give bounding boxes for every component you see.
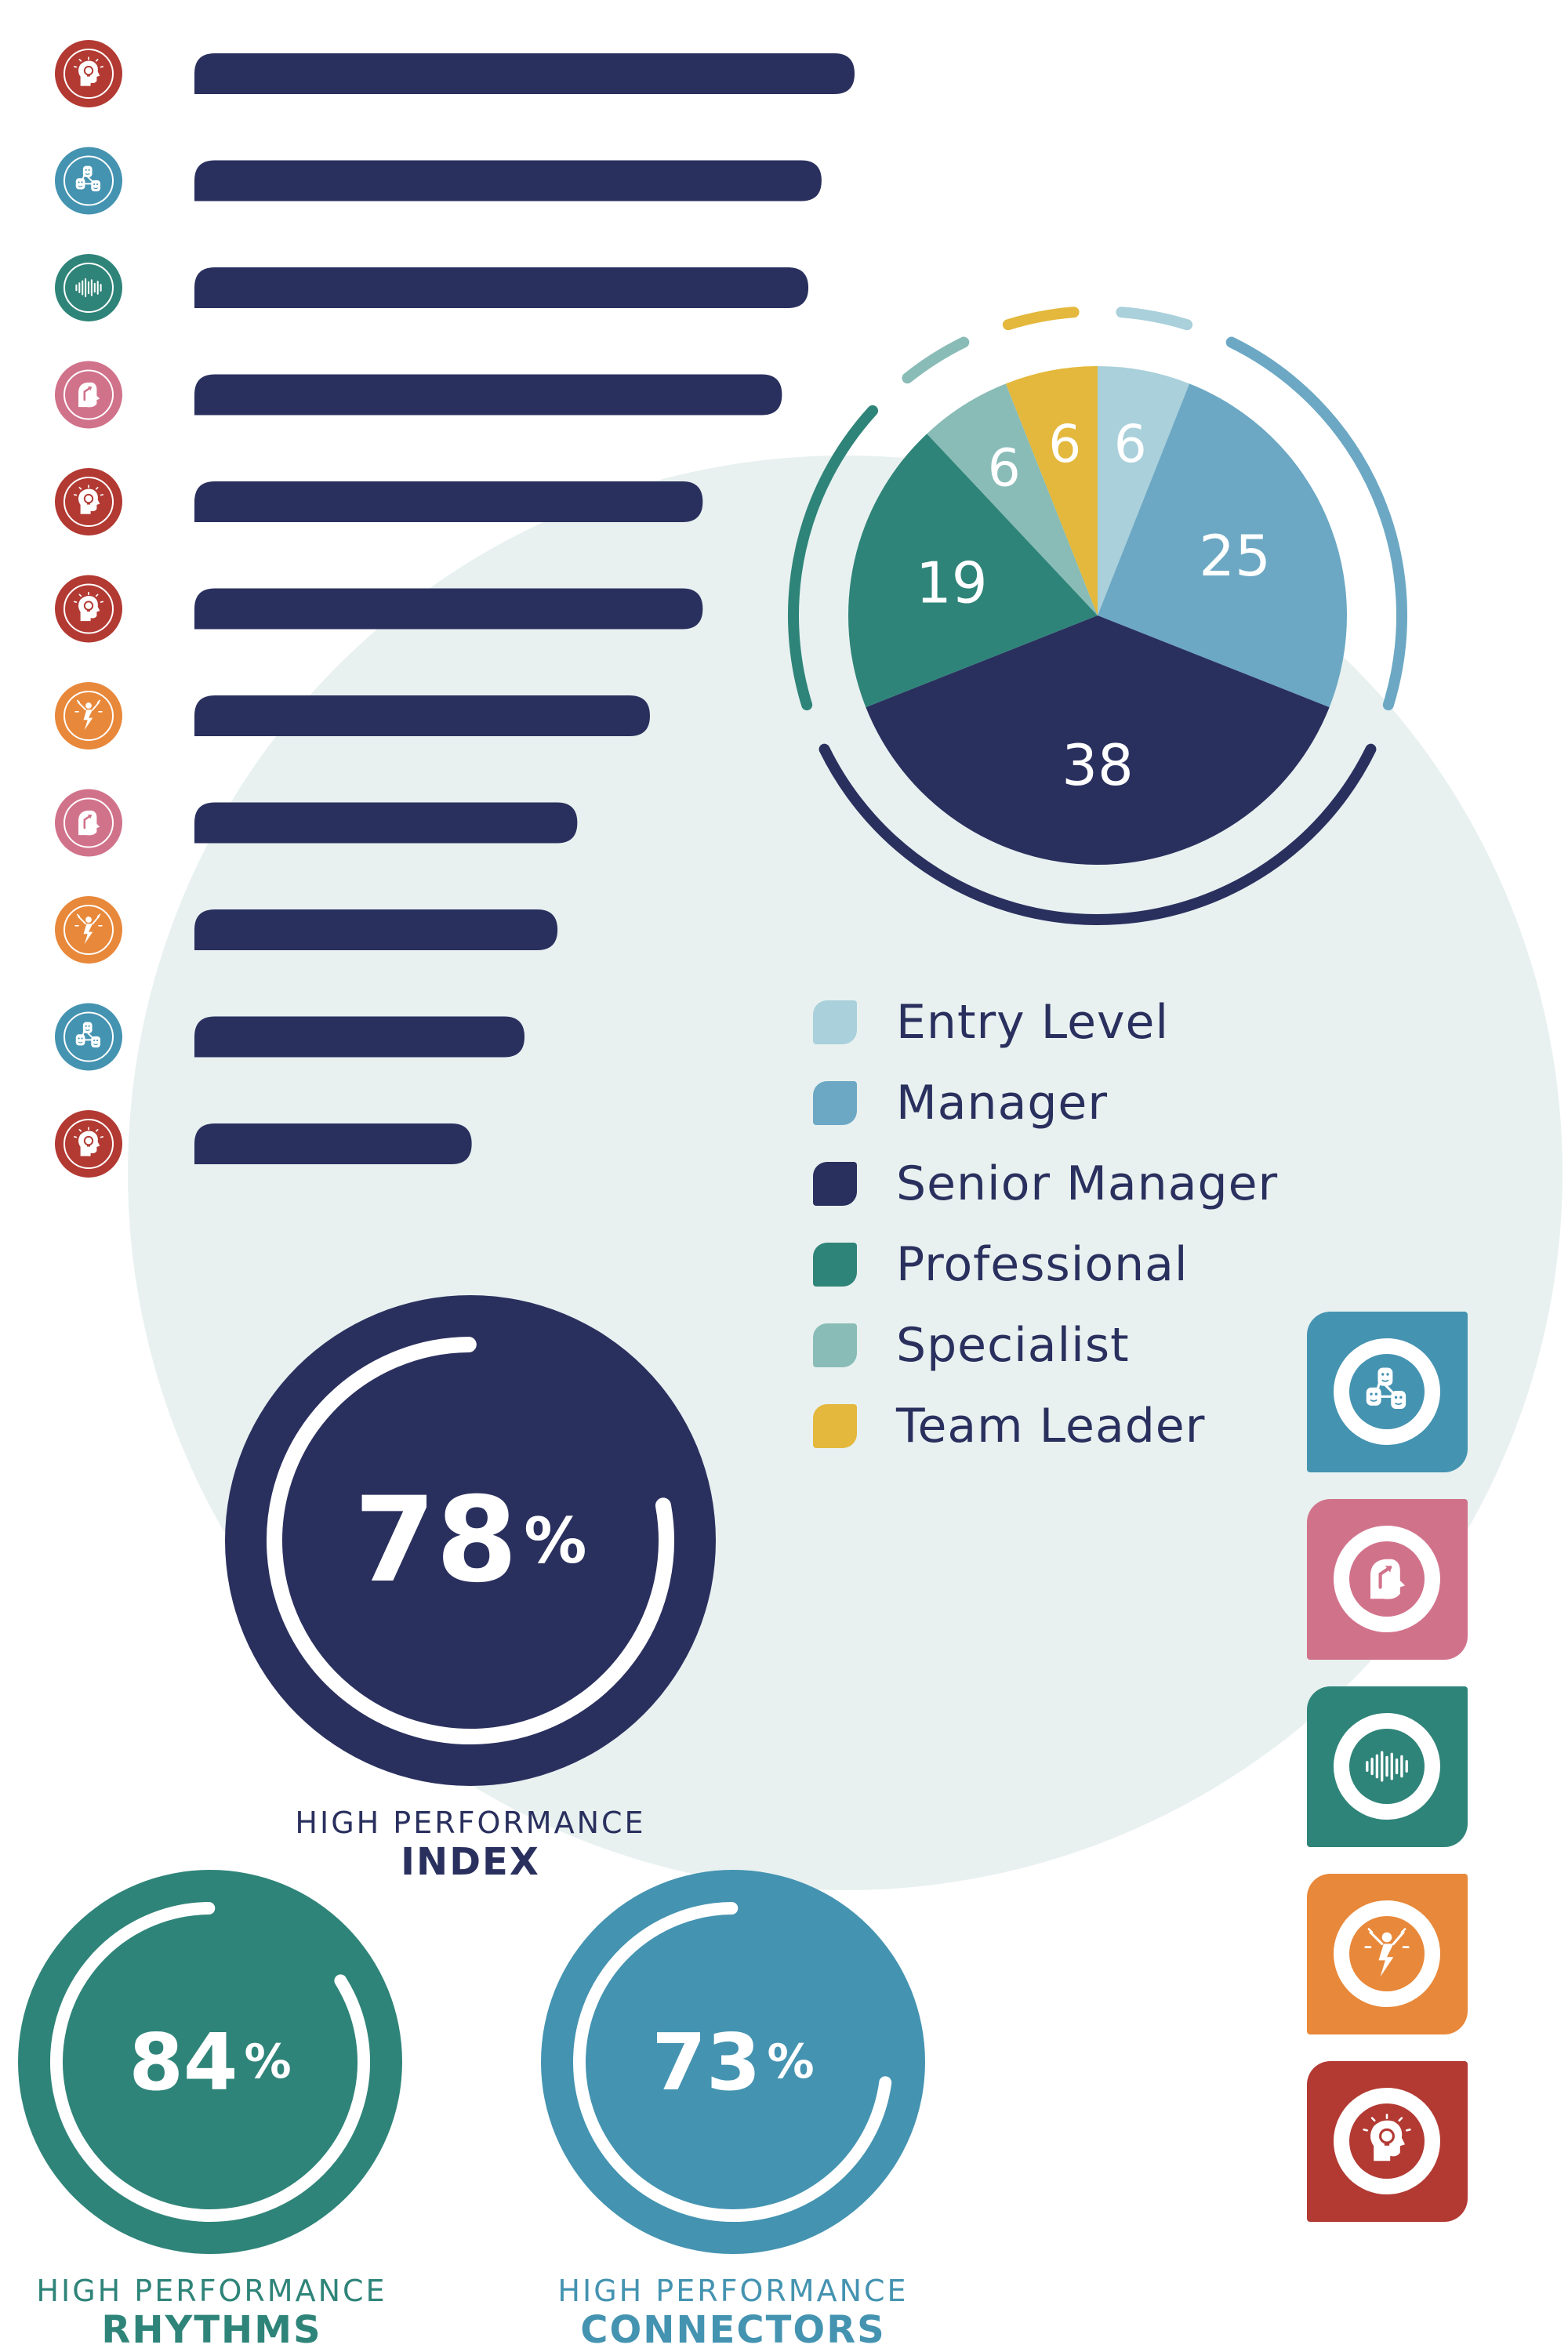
connected-faces-icon — [1334, 1338, 1440, 1445]
lightbulb-head-icon — [1334, 2088, 1440, 2194]
gauge: 84% — [18, 1870, 402, 2254]
bar — [194, 374, 782, 416]
gauge-value: 78% — [354, 1472, 587, 1609]
pie-outer-arc — [788, 405, 879, 711]
legend-label: Entry Level — [896, 994, 1170, 1050]
pie-legend: Entry Level Manager Senior Manager Professi… — [813, 982, 1362, 1466]
bar — [194, 909, 558, 950]
lightbulb-head-icon — [55, 575, 122, 643]
gauge-value: 84% — [129, 2016, 291, 2108]
legend-swatch — [813, 1403, 857, 1448]
tile-sound-wave-icon — [1307, 1686, 1468, 1847]
legend-swatch — [813, 1323, 857, 1367]
bar — [194, 267, 809, 308]
legend-item: Team Leader — [813, 1385, 1362, 1466]
gauge: 78% — [225, 1295, 716, 1786]
lightbulb-head-icon — [55, 468, 122, 535]
bar — [194, 53, 855, 94]
legend-label: Team Leader — [896, 1398, 1206, 1454]
gauge-title-rhythms: HIGH PERFORMANCE RHYTHMS — [0, 2274, 423, 2352]
bar — [194, 802, 578, 844]
bar-chart — [55, 40, 855, 1178]
sound-wave-icon — [1334, 1713, 1440, 1820]
tile-arrow-head-icon — [1307, 1499, 1468, 1660]
legend-item: Specialist — [813, 1305, 1362, 1385]
gauge-title-line1: HIGH PERFORMANCE — [295, 1806, 646, 1840]
gauge-arc — [50, 1902, 370, 2222]
pie-outer-arc — [902, 336, 970, 384]
pie-outer-arc — [1002, 307, 1080, 331]
gauge-disc — [225, 1295, 716, 1786]
legend-item: Manager — [813, 1062, 1362, 1143]
pie-slice — [866, 615, 1330, 865]
tile-lightbulb-head-icon — [1307, 2061, 1468, 2222]
gauge-title-connectors: HIGH PERFORMANCE CONNECTORS — [521, 2274, 945, 2352]
legend-swatch — [813, 1080, 857, 1125]
lightning-person-icon — [1334, 1900, 1440, 2007]
gauge-arc — [267, 1337, 674, 1744]
bar — [194, 481, 703, 522]
pie-outer-arc — [1116, 307, 1193, 331]
pie-value-label: 6 — [988, 438, 1021, 499]
bar — [194, 695, 650, 736]
gauge: 73% — [541, 1870, 925, 2254]
pie-slice — [1005, 366, 1098, 615]
bar — [194, 1123, 472, 1164]
legend-swatch — [813, 1161, 857, 1206]
bar — [194, 1016, 524, 1058]
legend-label: Specialist — [896, 1317, 1130, 1373]
lightning-person-icon — [55, 682, 122, 750]
legend-item: Senior Manager — [813, 1143, 1362, 1224]
legend-swatch — [813, 1242, 857, 1287]
lightning-person-icon — [55, 896, 122, 964]
connected-faces-icon — [55, 147, 122, 215]
pie-outer-arc — [1225, 336, 1407, 711]
tile-lightning-person-icon — [1307, 1874, 1468, 2034]
pie-value-label: 6 — [1114, 414, 1147, 474]
gauge-disc — [541, 1870, 925, 2254]
gauge-title-line2: INDEX — [401, 1840, 540, 1884]
gauge-charts: 78 % 84% 73% — [18, 1295, 925, 2254]
legend-swatch — [813, 1000, 857, 1044]
arrow-head-icon — [1334, 1526, 1440, 1632]
pie-value-label: 6 — [1048, 414, 1081, 474]
gauge-title-index: HIGH PERFORMANCE INDEX — [235, 1806, 706, 1884]
lightbulb-head-icon — [55, 1110, 122, 1178]
lightbulb-head-icon — [55, 40, 122, 107]
pie-slice — [1098, 383, 1347, 708]
pie-slice — [848, 434, 1098, 708]
connected-faces-icon — [55, 1003, 122, 1071]
bar — [194, 588, 703, 630]
gauge-title-line1: HIGH PERFORMANCE — [557, 2274, 909, 2308]
arrow-head-icon — [55, 361, 122, 429]
pie-value-label: 38 — [1062, 732, 1134, 798]
arrow-head-icon — [55, 789, 122, 857]
gauge-title-line1: HIGH PERFORMANCE — [36, 2274, 387, 2308]
pie-outer-arc — [818, 743, 1377, 925]
tile-connected-faces-icon — [1307, 1312, 1468, 1472]
pie-slice — [1098, 366, 1190, 615]
gauge-value: 73% — [652, 2016, 814, 2108]
pie-value-label: 19 — [916, 550, 988, 615]
legend-item: Entry Level — [813, 982, 1362, 1062]
pie-slice — [927, 383, 1098, 615]
sound-wave-icon — [55, 254, 122, 321]
legend-label: Manager — [896, 1075, 1108, 1131]
pie-value-label: 25 — [1199, 523, 1271, 589]
legend-label: Professional — [896, 1236, 1189, 1292]
legend-item: Professional — [813, 1224, 1362, 1305]
bar — [194, 160, 822, 201]
gauge-title-line2: CONNECTORS — [580, 2308, 886, 2352]
legend-label: Senior Manager — [896, 1156, 1279, 1211]
gauge-title-line2: RHYTHMS — [101, 2308, 322, 2352]
gauge-arc — [573, 1902, 892, 2222]
gauge-disc — [18, 1870, 402, 2254]
